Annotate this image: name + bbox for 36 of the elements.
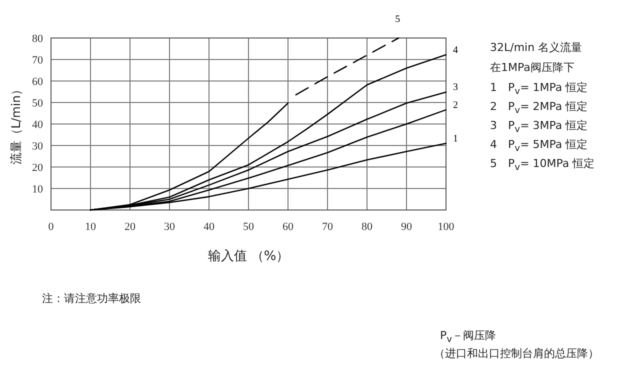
x-tick-label: 100 xyxy=(438,221,455,233)
series-label: 2 xyxy=(453,100,458,111)
y-tick-label: 20 xyxy=(32,162,44,174)
series-label: 1 xyxy=(453,133,458,144)
y-axis-title: 流量（L/min） xyxy=(9,83,23,165)
x-tick-label: 70 xyxy=(322,221,334,233)
text: 3 P$_{v}$= 3MPa 恒定 xyxy=(490,118,588,136)
y-tick-label: 30 xyxy=(32,140,44,152)
text: 5 P$_{v}$= 10MPa 恒定 xyxy=(490,156,595,174)
series-label: 3 xyxy=(453,82,458,94)
y-tick-label: 40 xyxy=(32,119,44,131)
text: 32L/min 名义流量 xyxy=(490,40,582,55)
y-tick-label: 50 xyxy=(32,98,44,110)
text: 2 P$_{v}$= 2MPa 恒定 xyxy=(490,99,588,116)
y-tick-label: 70 xyxy=(32,54,44,66)
x-axis-title: 输入值 （%） xyxy=(208,249,290,264)
series-label: 5 xyxy=(395,14,400,25)
y-tick-label: 60 xyxy=(32,76,44,88)
text: 1 P$_{v}$= 1MPa 恒定 xyxy=(490,80,588,98)
y-tick-label: 10 xyxy=(32,184,44,196)
text: 在1MPa阀压降下 xyxy=(490,60,574,75)
text: （进口和出口控制台肩的总压降） xyxy=(434,346,599,361)
text: 注：请注意功率极限 xyxy=(42,291,141,306)
x-tick-label: 80 xyxy=(362,221,373,233)
series-label: 4 xyxy=(453,44,458,56)
x-tick-label: 90 xyxy=(401,221,412,233)
text: 4 P$_{v}$= 5MPa 恒定 xyxy=(490,137,588,154)
x-tick-label: 20 xyxy=(124,221,136,233)
x-tick-label: 0 xyxy=(48,221,54,233)
x-tick-label: 60 xyxy=(282,221,294,233)
text: P$_{v}$－阀压降 xyxy=(440,328,496,346)
x-tick-label: 40 xyxy=(204,221,215,233)
x-tick-label: 10 xyxy=(85,221,96,233)
x-tick-label: 50 xyxy=(243,221,254,233)
x-tick-label: 30 xyxy=(164,221,176,233)
y-tick-label: 80 xyxy=(32,33,44,45)
